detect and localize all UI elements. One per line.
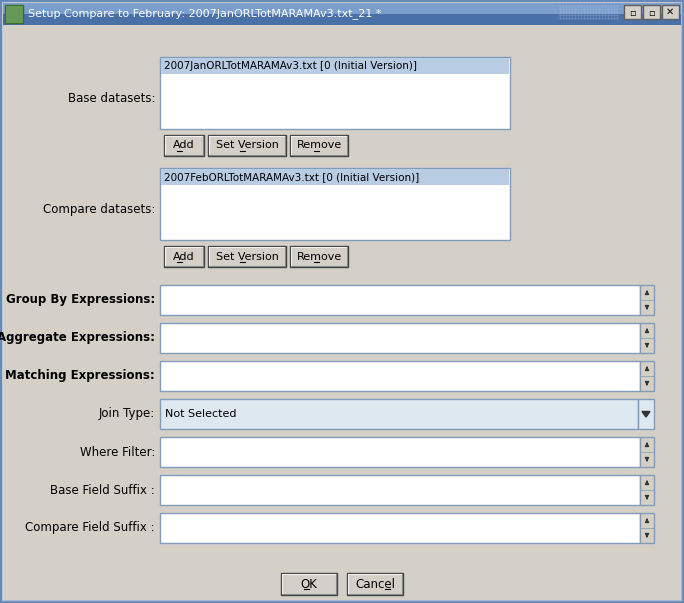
Text: Where Filter:: Where Filter: — [79, 446, 155, 458]
Bar — [640, 323, 654, 353]
Bar — [208, 135, 286, 156]
Bar — [640, 361, 654, 391]
Bar — [160, 57, 510, 129]
Text: Base Field Suffix :: Base Field Suffix : — [50, 484, 155, 496]
Polygon shape — [642, 411, 650, 417]
Text: Base datasets:: Base datasets: — [68, 92, 155, 104]
Bar — [640, 475, 654, 505]
Text: Cancel: Cancel — [355, 578, 395, 590]
Text: Add: Add — [173, 140, 195, 151]
Bar — [160, 285, 640, 315]
Text: Aggregate Expressions:: Aggregate Expressions: — [0, 332, 155, 344]
Bar — [160, 168, 510, 240]
Text: Remove: Remove — [296, 140, 341, 151]
Bar — [160, 361, 640, 391]
Text: Group By Expressions:: Group By Expressions: — [5, 294, 155, 306]
Text: Matching Expressions:: Matching Expressions: — [5, 370, 155, 382]
Text: Compare datasets:: Compare datasets: — [42, 203, 155, 215]
Bar — [160, 475, 640, 505]
Text: 2007FebORLTotMARAMAv3.txt [0 (Initial Version)]: 2007FebORLTotMARAMAv3.txt [0 (Initial Ve… — [164, 172, 419, 182]
Bar — [290, 246, 348, 267]
Bar — [638, 399, 654, 429]
Bar — [208, 246, 286, 267]
Bar — [624, 5, 641, 19]
Text: Remove: Remove — [296, 251, 341, 262]
Text: Not Selected: Not Selected — [165, 409, 237, 419]
Bar — [160, 513, 640, 543]
Bar — [160, 399, 638, 429]
Bar — [161, 58, 509, 74]
Text: ▫: ▫ — [629, 7, 635, 17]
Text: Join Type:: Join Type: — [98, 408, 155, 420]
Bar — [640, 513, 654, 543]
Text: 2007JanORLTotMARAMAv3.txt [0 (Initial Version)]: 2007JanORLTotMARAMAv3.txt [0 (Initial Ve… — [164, 61, 417, 71]
Bar — [164, 246, 204, 267]
Bar — [3, 3, 681, 14]
Bar — [640, 285, 654, 315]
Text: Setup Compare to February: 2007JanORLTotMARAMAv3.txt_21 *: Setup Compare to February: 2007JanORLTot… — [28, 8, 382, 19]
Bar — [643, 5, 660, 19]
Bar — [161, 169, 509, 185]
Bar — [164, 135, 204, 156]
Text: ✕: ✕ — [666, 7, 674, 17]
Text: Set Version: Set Version — [215, 140, 278, 151]
Bar — [3, 3, 681, 25]
Bar — [160, 323, 640, 353]
Bar — [662, 5, 679, 19]
Bar — [290, 135, 348, 156]
Bar — [640, 437, 654, 467]
Bar — [5, 5, 23, 23]
Text: Compare Field Suffix :: Compare Field Suffix : — [25, 522, 155, 534]
Text: ▫: ▫ — [648, 7, 655, 17]
Bar — [281, 573, 337, 595]
Bar — [160, 437, 640, 467]
Bar — [3, 14, 681, 25]
Bar — [347, 573, 403, 595]
Text: Set Version: Set Version — [215, 251, 278, 262]
Bar — [5, 5, 23, 23]
Text: OK: OK — [300, 578, 317, 590]
Text: Add: Add — [173, 251, 195, 262]
